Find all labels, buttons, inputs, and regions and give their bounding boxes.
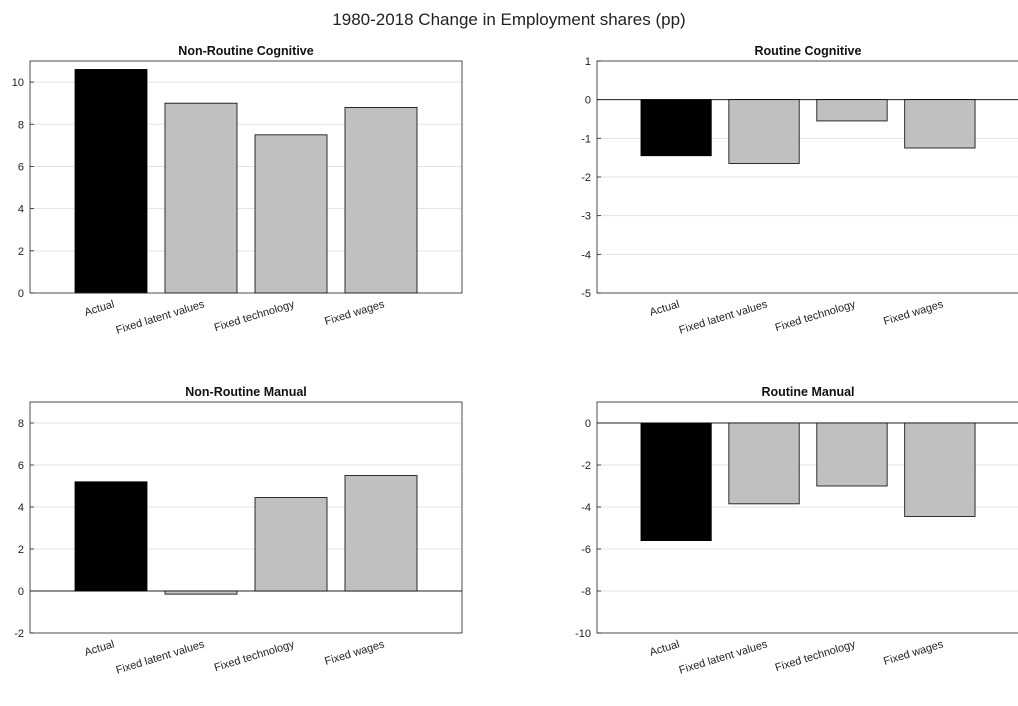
x-tick-label: Fixed technology	[213, 638, 297, 674]
y-tick-label: -4	[581, 502, 591, 514]
bar	[74, 481, 148, 592]
y-tick-label: 10	[12, 77, 24, 89]
bar	[344, 107, 418, 294]
bar	[728, 99, 800, 164]
y-tick-label: -6	[581, 544, 591, 556]
y-tick-label: -3	[581, 211, 591, 223]
bar	[164, 102, 238, 294]
y-tick-label: 2	[18, 246, 24, 258]
bar	[816, 422, 888, 487]
y-tick-label: 4	[18, 502, 24, 514]
bar	[254, 134, 328, 294]
axes-box	[29, 401, 463, 634]
x-tick-label: Fixed wages	[323, 638, 386, 668]
chart-panel: Routine Cognitive-5-4-3-2-101ActualFixed…	[581, 44, 1018, 337]
bar	[344, 475, 418, 592]
chart-title: Non-Routine Cognitive	[178, 44, 313, 58]
y-tick-label: -5	[581, 288, 591, 300]
x-tick-label: Actual	[648, 638, 681, 658]
x-tick-label: Actual	[83, 298, 116, 318]
y-tick-label: -2	[581, 460, 591, 472]
chart-panel: Non-Routine Cognitive0246810ActualFixed …	[12, 44, 463, 337]
y-tick-label: -8	[581, 586, 591, 598]
x-tick-label: Fixed latent values	[115, 298, 207, 336]
axes-box	[596, 401, 1018, 634]
x-tick-label: Fixed wages	[882, 638, 945, 668]
bar	[728, 422, 800, 505]
x-tick-label: Fixed technology	[774, 298, 858, 334]
y-tick-label: 0	[18, 288, 24, 300]
y-tick-label: 6	[18, 460, 24, 472]
y-tick-label: 1	[585, 56, 591, 68]
bar	[904, 99, 976, 149]
figure-title: 1980-2018 Change in Employment shares (p…	[332, 10, 685, 29]
x-tick-label: Actual	[83, 638, 116, 658]
x-tick-label: Fixed wages	[323, 298, 386, 328]
bar	[74, 69, 148, 294]
x-tick-label: Fixed latent values	[678, 298, 770, 336]
bar	[816, 99, 888, 122]
y-tick-label: -2	[14, 628, 24, 640]
y-tick-label: 4	[18, 204, 24, 216]
y-tick-label: -2	[581, 172, 591, 184]
y-tick-label: 2	[18, 544, 24, 556]
y-tick-label: -10	[575, 628, 591, 640]
bar	[164, 590, 238, 595]
y-tick-label: -1	[581, 133, 591, 145]
y-tick-label: 6	[18, 161, 24, 173]
bar	[640, 99, 712, 157]
x-tick-label: Fixed wages	[882, 298, 945, 328]
y-tick-label: 0	[18, 586, 24, 598]
x-tick-label: Fixed technology	[213, 298, 297, 334]
y-tick-label: 0	[585, 95, 591, 107]
y-tick-label: 8	[18, 119, 24, 131]
bar	[254, 497, 328, 592]
bar	[640, 422, 712, 541]
bar	[904, 422, 976, 517]
y-tick-label: 8	[18, 418, 24, 430]
x-tick-label: Actual	[648, 298, 681, 318]
chart-title: Non-Routine Manual	[185, 385, 307, 399]
x-tick-label: Fixed latent values	[678, 638, 770, 676]
axes-box	[29, 60, 463, 294]
y-tick-label: 0	[585, 418, 591, 430]
chart-title: Routine Cognitive	[755, 44, 862, 58]
x-tick-label: Fixed technology	[774, 638, 858, 674]
y-tick-label: -4	[581, 249, 591, 261]
x-tick-label: Fixed latent values	[115, 638, 207, 676]
chart-title: Routine Manual	[761, 385, 854, 399]
axes-box	[596, 60, 1018, 294]
